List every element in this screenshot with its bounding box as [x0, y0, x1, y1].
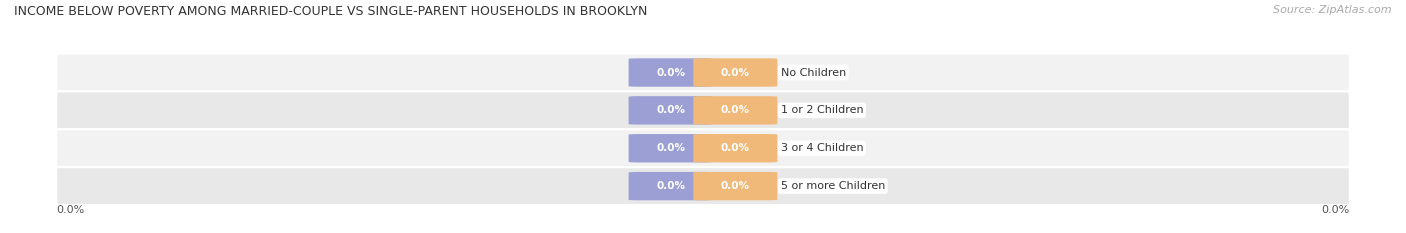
Text: Source: ZipAtlas.com: Source: ZipAtlas.com: [1274, 5, 1392, 15]
Text: 0.0%: 0.0%: [657, 105, 685, 115]
Text: 0.0%: 0.0%: [721, 181, 749, 191]
FancyBboxPatch shape: [56, 54, 1350, 91]
FancyBboxPatch shape: [628, 134, 713, 162]
FancyBboxPatch shape: [56, 167, 1350, 205]
Text: 3 or 4 Children: 3 or 4 Children: [780, 143, 863, 153]
Text: 0.0%: 0.0%: [721, 143, 749, 153]
FancyBboxPatch shape: [56, 129, 1350, 167]
FancyBboxPatch shape: [693, 96, 778, 125]
Text: 0.0%: 0.0%: [721, 105, 749, 115]
Text: No Children: No Children: [780, 68, 846, 78]
FancyBboxPatch shape: [693, 172, 778, 200]
Text: 0.0%: 0.0%: [657, 181, 685, 191]
Text: 0.0%: 0.0%: [56, 205, 84, 215]
Text: 5 or more Children: 5 or more Children: [780, 181, 884, 191]
Text: 0.0%: 0.0%: [721, 68, 749, 78]
FancyBboxPatch shape: [628, 58, 713, 87]
FancyBboxPatch shape: [628, 96, 713, 125]
FancyBboxPatch shape: [628, 172, 713, 200]
Text: INCOME BELOW POVERTY AMONG MARRIED-COUPLE VS SINGLE-PARENT HOUSEHOLDS IN BROOKLY: INCOME BELOW POVERTY AMONG MARRIED-COUPL…: [14, 5, 647, 18]
Text: 1 or 2 Children: 1 or 2 Children: [780, 105, 863, 115]
FancyBboxPatch shape: [693, 134, 778, 162]
FancyBboxPatch shape: [693, 58, 778, 87]
Text: 0.0%: 0.0%: [1322, 205, 1350, 215]
FancyBboxPatch shape: [56, 91, 1350, 129]
Text: 0.0%: 0.0%: [657, 68, 685, 78]
Text: 0.0%: 0.0%: [657, 143, 685, 153]
